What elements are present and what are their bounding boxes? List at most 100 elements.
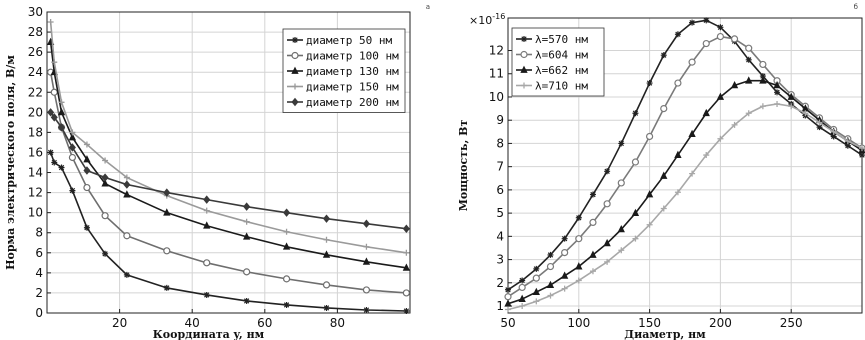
legend-entry: диаметр 130 нм <box>287 65 399 78</box>
data-point <box>83 224 90 231</box>
series-line <box>49 152 407 312</box>
y-tick-label: 12 <box>28 186 43 200</box>
legend-swatch-marker <box>521 82 527 89</box>
y-tick-label: 7 <box>496 160 504 174</box>
y-tick-label: 24 <box>28 65 43 79</box>
data-point <box>646 221 653 228</box>
data-point <box>203 221 211 229</box>
data-point <box>402 289 410 297</box>
axis-multiplier-exponent: -16 <box>492 12 505 21</box>
legend-swatch-marker <box>292 83 298 90</box>
y-tick-label: 2 <box>35 286 43 300</box>
legend-entry: диаметр 100 нм <box>287 50 399 63</box>
legend-label: диаметр 150 нм <box>306 81 399 94</box>
data-point <box>101 173 109 182</box>
data-point <box>363 306 370 313</box>
data-point <box>363 243 370 250</box>
data-point <box>787 92 795 100</box>
legend-label: диаметр 130 нм <box>306 65 399 78</box>
series-1 <box>47 149 410 314</box>
y-tick-label: 16 <box>28 145 43 159</box>
data-point <box>402 224 410 233</box>
series-line <box>507 103 863 311</box>
x-axis-label: Диаметр, нм <box>624 328 706 340</box>
data-point <box>123 232 131 240</box>
data-point <box>674 79 682 87</box>
y-tick-label: 14 <box>28 166 43 180</box>
data-point <box>163 188 171 197</box>
data-point <box>57 107 66 116</box>
data-point <box>859 152 865 159</box>
data-point <box>730 35 739 43</box>
data-point <box>51 159 58 166</box>
data-point <box>283 208 291 217</box>
data-point <box>730 80 739 89</box>
data-point <box>603 200 611 208</box>
y-tick-label: 28 <box>28 25 43 39</box>
data-point <box>69 129 76 136</box>
legend-entry: λ=710 нм <box>516 80 588 93</box>
data-point <box>519 277 526 284</box>
panel-corner-mark: б <box>854 3 858 11</box>
data-point <box>504 299 512 307</box>
legend: λ=570 нм λ=604 нм λ=662 нм λ=710 нм <box>511 27 605 97</box>
y-tick-label: 8 <box>35 226 43 240</box>
data-point <box>402 263 411 271</box>
data-point <box>101 179 109 187</box>
data-point <box>282 242 291 250</box>
legend-swatch-marker <box>291 51 299 60</box>
data-point <box>403 249 410 256</box>
data-point <box>859 145 865 152</box>
data-point <box>47 19 54 26</box>
data-point <box>83 141 90 148</box>
data-point <box>243 297 250 304</box>
data-point <box>243 232 251 240</box>
data-point <box>716 92 725 100</box>
data-point <box>58 99 65 106</box>
legend-swatch-marker <box>291 66 299 74</box>
legend-swatch-marker <box>291 97 299 107</box>
legend-entry: диаметр 150 нм <box>287 81 399 94</box>
legend-box <box>282 28 406 113</box>
legend-entry: λ=662 нм <box>516 64 588 77</box>
data-point <box>561 285 568 292</box>
legend-label: λ=570 нм <box>535 33 588 46</box>
legend-entry: λ=604 нм <box>516 49 588 62</box>
data-point <box>68 133 77 141</box>
data-point <box>47 108 55 117</box>
legend-swatch-marker <box>520 65 528 73</box>
data-point <box>660 52 667 59</box>
x-tick-label: 80 <box>330 316 345 330</box>
data-point <box>788 103 795 110</box>
data-point <box>645 132 654 141</box>
y-tick-label: 3 <box>496 253 504 267</box>
data-point <box>518 283 526 292</box>
data-point <box>282 275 291 283</box>
data-point <box>689 170 696 177</box>
data-point <box>403 307 410 314</box>
y-tick-label: 2 <box>496 276 504 290</box>
axis-multiplier: ×10-16 <box>469 12 505 27</box>
x-tick-label: 100 <box>567 316 590 330</box>
data-point <box>589 191 596 198</box>
series-4 <box>505 100 865 313</box>
y-tick-label: 10 <box>489 90 504 104</box>
data-point <box>83 166 91 175</box>
data-point <box>604 168 611 175</box>
y-tick-label: 8 <box>496 136 504 150</box>
data-point <box>589 250 597 258</box>
y-tick-label: 10 <box>28 206 43 220</box>
legend-swatch-marker <box>292 37 298 43</box>
data-point <box>703 152 710 159</box>
data-point <box>362 257 371 265</box>
series-5 <box>47 108 410 233</box>
data-point <box>773 80 781 89</box>
data-point <box>575 262 583 270</box>
data-point <box>362 286 371 294</box>
data-point <box>745 110 752 117</box>
x-axis-label: Координата y, нм <box>153 328 265 340</box>
data-point <box>745 44 753 52</box>
legend-label: λ=604 нм <box>535 49 588 62</box>
data-point <box>816 124 823 131</box>
